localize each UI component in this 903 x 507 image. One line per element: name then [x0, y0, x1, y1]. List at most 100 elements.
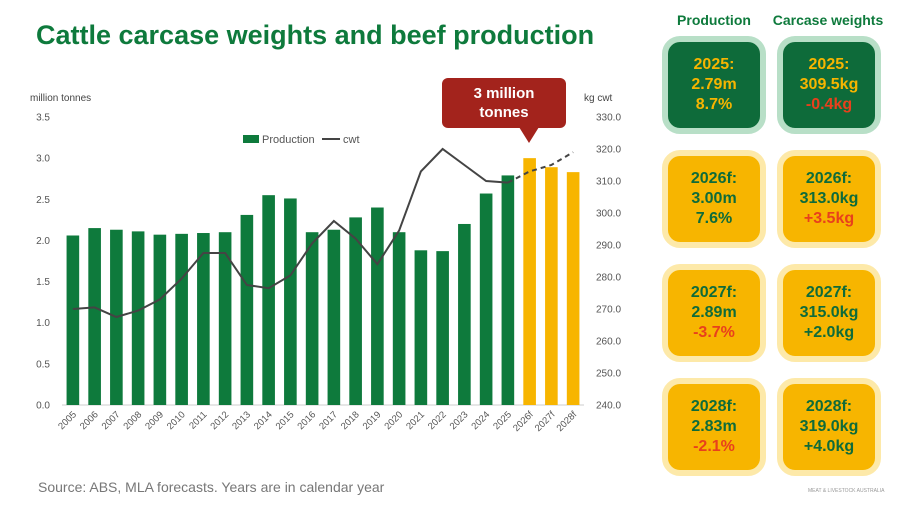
production-bar [175, 233, 188, 405]
x-tick-label: 2016 [296, 409, 319, 432]
y-left-tick-label: 1.0 [36, 318, 50, 329]
production-bar [262, 195, 275, 405]
production-card-line: 8.7% [695, 96, 733, 113]
callout-3-million: 3 million tonnes [442, 78, 566, 128]
x-tick-label: 2022 [426, 409, 449, 432]
production-bar [197, 233, 210, 405]
production-bar [392, 232, 406, 405]
carcase-card-line: +3.5kg [803, 210, 855, 227]
x-tick-label: 2026f [511, 409, 536, 434]
y-left-tick-label: 3.0 [36, 154, 50, 165]
x-tick-label: 2021 [404, 409, 427, 432]
production-bar [414, 250, 428, 405]
x-tick-label: 2027f [533, 409, 558, 434]
production-bar [349, 217, 362, 405]
y-right-tick-label: 290.0 [596, 241, 621, 252]
carcase-card-line: -0.4kg [805, 96, 853, 113]
cwt-line-solid [72, 147, 508, 319]
x-tick-label: 2011 [187, 409, 209, 431]
production-bar [327, 229, 341, 405]
y-left-tick-label: 2.0 [36, 236, 50, 247]
carcase-card-line: 313.0kg [799, 190, 859, 207]
production-card-line: 3.00m [691, 190, 737, 207]
page-title: Cattle carcase weights and beef producti… [36, 20, 595, 50]
production-card-line: 2025: [693, 56, 735, 73]
y-right-tick-label: 260.0 [596, 337, 621, 348]
x-tick-label: 2023 [448, 409, 471, 432]
production-bar [523, 158, 536, 405]
cwt-line-forecast [507, 151, 574, 184]
production-card-line: 2026f: [690, 170, 738, 187]
production-card-line: -2.1% [693, 438, 735, 455]
y-left-tick-label: 3.5 [36, 113, 50, 124]
production-cwt-chart: 0.0 0.5 1.0 1.5 2.0 2.5 3.0 3.5 240.0 250.0 260.0 2… [36, 113, 621, 434]
production-bar [566, 172, 580, 405]
right-axis-unit: kg cwt [584, 93, 613, 104]
y-right-tick-label: 310.0 [596, 177, 621, 188]
carcase-card-line: 309.5kg [799, 76, 859, 93]
production-bar [545, 167, 558, 405]
legend-production-label: Production [262, 134, 315, 146]
x-tick-label: 2012 [209, 409, 232, 432]
production-card-line: 2.79m [691, 76, 737, 93]
production-bar [458, 223, 471, 405]
production-bar [88, 228, 101, 405]
carcase-card-line: 2028f: [805, 398, 853, 415]
y-right-tick-label: 330.0 [596, 113, 621, 124]
carcase-card-line: 2025: [808, 56, 850, 73]
legend-cwt-label: cwt [343, 134, 360, 146]
x-tick-label: 2008 [122, 409, 145, 432]
production-card: 2026f: 3.00m 7.6% [662, 150, 766, 248]
production-column-heading: Production [677, 12, 751, 28]
production-bar [436, 251, 449, 405]
x-tick-label: 2006 [78, 409, 101, 432]
x-tick-label: 2025 [491, 409, 514, 432]
carcase-card: 2027f: 315.0kg +2.0kg [777, 264, 881, 362]
y-left-tick-label: 1.5 [36, 277, 50, 288]
x-tick-label: 2005 [56, 409, 79, 432]
production-card-line: 2027f: [690, 284, 738, 301]
carcase-card-line: 319.0kg [799, 418, 859, 435]
y-right-tick-label: 280.0 [596, 273, 621, 284]
carcase-card: 2026f: 313.0kg +3.5kg [777, 150, 881, 248]
y-right-tick-label: 250.0 [596, 369, 621, 380]
x-tick-label: 2019 [361, 409, 384, 432]
left-axis-unit: million tonnes [30, 93, 92, 104]
y-left-tick-label: 0.5 [36, 359, 50, 370]
callout-line-2: tonnes [479, 104, 529, 121]
x-tick-label: 2015 [274, 409, 297, 432]
y-right-tick-label: 300.0 [596, 209, 621, 220]
source-note: Source: ABS, MLA forecasts. Years are in… [38, 479, 385, 495]
carcase-card-line: 2026f: [805, 170, 853, 187]
x-tick-label: 2018 [339, 409, 362, 432]
production-card: 2028f: 2.83m -2.1% [662, 378, 766, 476]
production-card-line: 2028f: [690, 398, 738, 415]
production-bar [284, 198, 297, 405]
x-tick-label: 2028f [555, 409, 580, 434]
footer-logo-text: MEAT & LIVESTOCK AUSTRALIA [808, 488, 885, 494]
x-tick-label: 2010 [165, 409, 188, 432]
production-bar [371, 207, 384, 405]
production-bar [501, 175, 515, 405]
carcase-card: 2028f: 319.0kg +4.0kg [777, 378, 881, 476]
production-bar [153, 234, 167, 405]
carcase-card-line: 315.0kg [799, 304, 859, 321]
x-tick-label: 2024 [470, 409, 493, 432]
production-card-line: 2.89m [691, 304, 737, 321]
production-bar [131, 231, 145, 405]
production-card-line: -3.7% [693, 324, 735, 341]
y-left-tick-label: 2.5 [36, 195, 50, 206]
callout-tail [519, 127, 539, 143]
production-bar [240, 214, 254, 405]
carcase-card-line: +2.0kg [803, 324, 855, 341]
y-right-tick-label: 320.0 [596, 145, 621, 156]
carcase-card-line: +4.0kg [803, 438, 855, 455]
production-card-line: 7.6% [695, 210, 733, 227]
legend-production-swatch [243, 135, 259, 143]
callout-line-1: 3 million [473, 85, 535, 102]
carcase-column-heading: Carcase weights [772, 12, 884, 28]
x-tick-label: 2014 [252, 409, 275, 432]
production-card: 2027f: 2.89m -3.7% [662, 264, 766, 362]
production-bar [218, 232, 232, 405]
carcase-card-line: 2027f: [805, 284, 853, 301]
